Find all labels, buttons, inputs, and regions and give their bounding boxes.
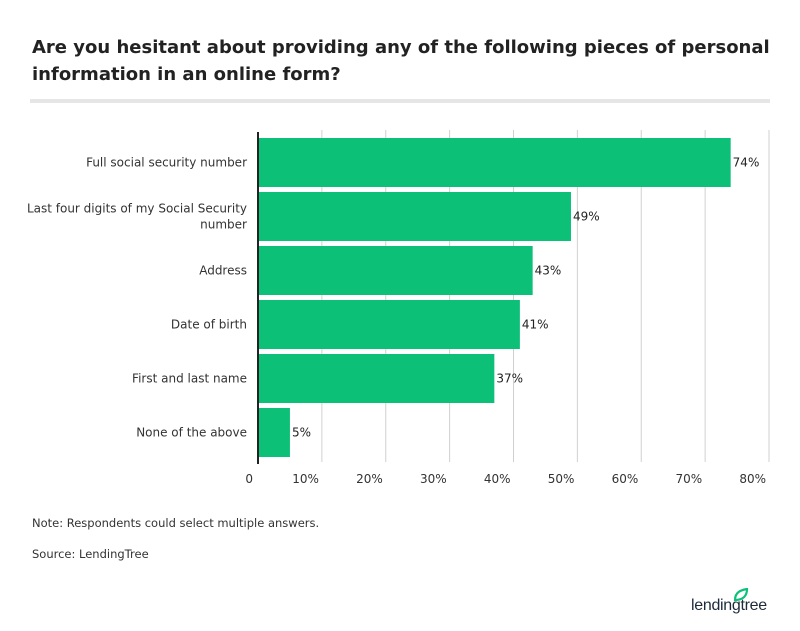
bar [258, 138, 731, 187]
lendingtree-logo: lendingtree [691, 588, 768, 614]
x-tick-label: 60% [612, 472, 639, 486]
category-label: None of the above [136, 426, 247, 440]
x-tick-label: 20% [356, 472, 383, 486]
category-label: Date of birth [171, 318, 247, 332]
bar [258, 408, 290, 457]
bar [258, 354, 495, 403]
bar-chart: 0 10% 20% 30% 40% 50% 60% 70% 80% 74% Full social … [27, 130, 770, 486]
category-label: First and last name [132, 372, 247, 386]
bar [258, 300, 520, 349]
x-tick-label: 10% [292, 472, 319, 486]
x-tick-label: 50% [548, 472, 575, 486]
chart-title: Are you hesitant about providing any of … [32, 37, 770, 85]
x-tick-label: 30% [420, 472, 447, 486]
x-tick-label: 80% [739, 472, 766, 486]
x-tick-label: 0 [245, 472, 253, 486]
category-label: Full social security number [86, 156, 247, 170]
data-label: 37% [496, 372, 523, 386]
data-label: 74% [733, 156, 760, 170]
category-label: Last four digits of my Social Security [27, 202, 247, 216]
category-label: number [200, 218, 247, 232]
x-tick-label: 40% [484, 472, 511, 486]
leaf-icon [733, 588, 749, 602]
data-label: 43% [535, 264, 562, 278]
data-label: 41% [522, 318, 549, 332]
data-label: 49% [573, 210, 600, 224]
bar [258, 192, 571, 241]
x-tick-label: 70% [675, 472, 702, 486]
data-label: 5% [292, 426, 311, 440]
chart-note: Note: Respondents could select multiple … [32, 516, 320, 530]
svg-text:lendingtree: lendingtree [691, 597, 767, 614]
title-divider [30, 99, 770, 103]
category-label: Address [199, 264, 247, 278]
chart-source: Source: LendingTree [32, 547, 149, 561]
bar [258, 246, 533, 295]
